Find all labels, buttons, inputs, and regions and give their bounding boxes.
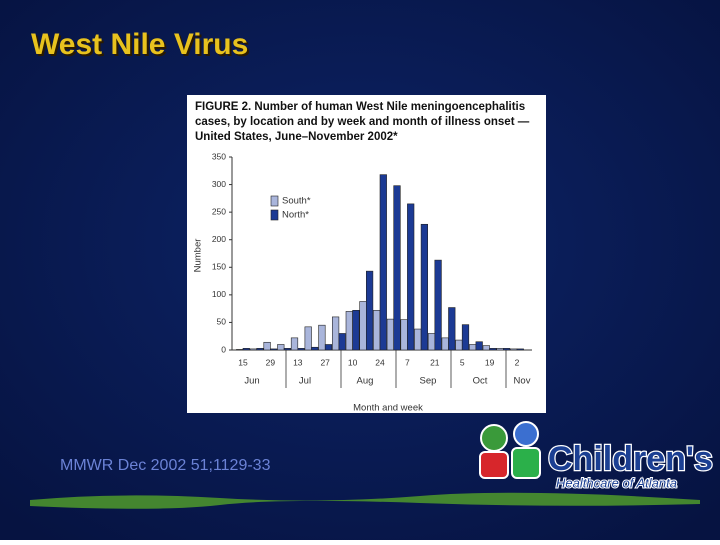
logo-kid-head <box>513 421 539 447</box>
month-label: Nov <box>514 376 531 387</box>
chart: FIGURE 2. Number of human West Nile meni… <box>193 101 532 414</box>
bar <box>236 349 244 351</box>
x-axis-label: Month and week <box>353 403 423 414</box>
bar <box>386 318 395 351</box>
bar <box>393 185 401 351</box>
y-tick-label: 50 <box>217 317 227 327</box>
x-tick-label: 7 <box>405 357 410 367</box>
logo-name: Children's <box>548 440 713 478</box>
bar <box>249 348 258 351</box>
bar <box>324 344 333 351</box>
bar <box>345 311 353 351</box>
month-label: Jul <box>299 376 311 387</box>
month-label: Jun <box>244 376 259 387</box>
logo: Children's Healthcare of Atlanta <box>479 421 714 491</box>
logo-kid-head <box>480 424 508 452</box>
bar <box>414 328 422 351</box>
bar <box>468 344 477 351</box>
logo-kid-body <box>479 451 509 479</box>
x-tick-label: 15 <box>238 357 248 367</box>
bar <box>373 309 381 351</box>
y-tick-label: 100 <box>212 289 226 299</box>
figure-panel <box>187 95 546 413</box>
bar <box>448 307 456 351</box>
x-tick-label: 2 <box>515 357 520 367</box>
x-tick-label: 19 <box>485 357 495 367</box>
bar <box>290 337 299 351</box>
bar <box>365 270 374 351</box>
bar <box>502 348 511 351</box>
legend-swatch <box>270 209 279 221</box>
bar <box>379 174 387 351</box>
x-tick-label: 24 <box>375 357 385 367</box>
bar <box>516 348 524 351</box>
bar <box>256 348 264 351</box>
bar <box>434 259 442 351</box>
x-tick-label: 13 <box>293 357 303 367</box>
y-tick-label: 300 <box>212 179 226 189</box>
bar <box>242 348 250 351</box>
x-tick-label: 21 <box>430 357 440 367</box>
bar <box>338 333 346 351</box>
bar <box>489 348 497 351</box>
y-tick-label: 250 <box>212 206 226 216</box>
y-axis-label: Number <box>193 239 204 273</box>
bar <box>311 346 319 351</box>
y-tick-label: 200 <box>212 234 226 244</box>
bar <box>318 324 326 351</box>
chart-title: FIGURE 2. Number of human West Nile meni… <box>195 101 525 113</box>
bar <box>297 348 305 351</box>
footer-citation: MMWR Dec 2002 51;1129-33 <box>60 457 271 474</box>
month-label: Sep <box>420 376 437 387</box>
title-shadow: West Nile Virus <box>33 30 250 63</box>
bar <box>455 339 463 351</box>
bar <box>420 223 429 351</box>
chart-title: United States, June–November 2002* <box>195 131 398 143</box>
bar <box>510 348 518 351</box>
y-tick-label: 0 <box>221 344 226 354</box>
logo-kid-body <box>511 447 541 479</box>
legend-swatch <box>270 195 279 207</box>
bar <box>407 203 415 351</box>
bar <box>496 348 504 351</box>
bar <box>304 326 312 351</box>
x-tick-label: 27 <box>320 357 330 367</box>
month-label: Aug <box>357 376 374 387</box>
bar <box>461 324 470 351</box>
bar <box>400 319 408 351</box>
month-label: Oct <box>473 376 488 387</box>
bar <box>475 341 483 351</box>
bar <box>283 348 292 351</box>
bar <box>441 337 449 351</box>
bar <box>270 348 278 351</box>
bar <box>352 309 360 351</box>
y-tick-label: 150 <box>212 262 226 272</box>
slide-title: West Nile Virus <box>31 28 248 61</box>
bar <box>359 301 367 351</box>
bar <box>427 333 436 351</box>
chart-title: cases, by location and by week and month… <box>195 116 530 128</box>
logo-subtitle: Healthcare of Atlanta <box>556 475 677 490</box>
bar <box>331 316 340 351</box>
bar <box>277 344 285 351</box>
x-tick-label: 5 <box>460 357 465 367</box>
y-tick-label: 350 <box>212 151 226 161</box>
x-tick-label: 10 <box>348 357 358 367</box>
x-tick-label: 29 <box>266 357 276 367</box>
decorative-stroke <box>30 492 700 509</box>
legend-label: South* <box>282 196 311 207</box>
legend-label: North* <box>282 210 309 221</box>
bar <box>482 345 490 351</box>
bar <box>263 341 271 351</box>
